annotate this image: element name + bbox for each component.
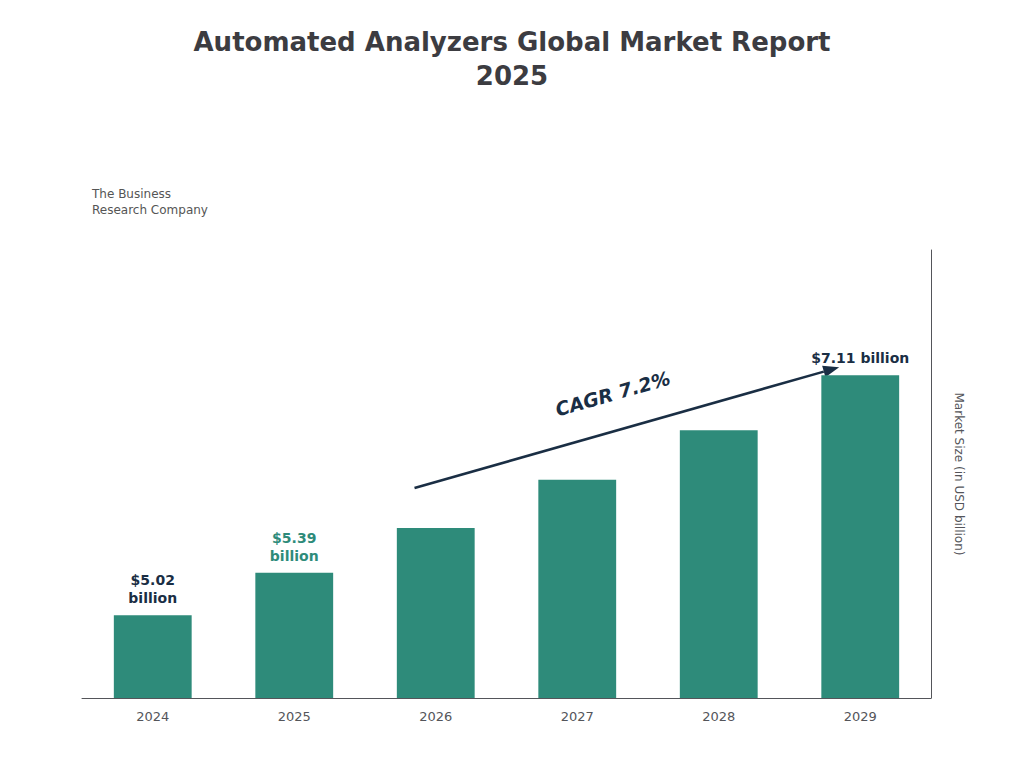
svg-text:CAGR 7.2%: CAGR 7.2%: [553, 367, 673, 421]
svg-text:2026: 2026: [419, 709, 452, 724]
svg-text:2028: 2028: [702, 709, 735, 724]
svg-text:2024: 2024: [136, 709, 169, 724]
svg-text:The Business: The Business: [91, 187, 171, 201]
svg-text:billion: billion: [270, 548, 319, 564]
svg-text:$5.02: $5.02: [131, 572, 175, 588]
svg-text:Research Company: Research Company: [92, 203, 208, 217]
svg-text:2027: 2027: [561, 709, 594, 724]
svg-text:2025: 2025: [476, 61, 548, 91]
svg-text:Market Size (in USD billion): Market Size (in USD billion): [952, 393, 966, 556]
svg-text:Automated Analyzers Global Mar: Automated Analyzers Global Market Report: [194, 27, 831, 57]
svg-text:$7.11 billion: $7.11 billion: [811, 350, 909, 366]
svg-text:2025: 2025: [278, 709, 311, 724]
svg-text:2029: 2029: [844, 709, 877, 724]
svg-text:$5.39: $5.39: [272, 530, 316, 546]
svg-text:billion: billion: [128, 590, 177, 606]
